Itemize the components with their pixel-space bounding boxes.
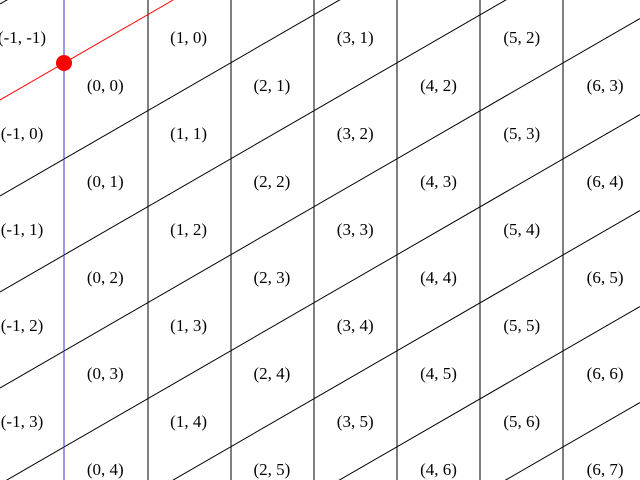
- cell-label: (1, 2): [170, 220, 207, 239]
- diagonal-line: [0, 0, 507, 293]
- diagonal-line: [0, 0, 341, 197]
- cell-label: (1, 1): [170, 124, 207, 143]
- cell-labels: (-1, -1) (-1, 0) (-1, 1) (-1, 2) (-1, 3) (0, …: [0, 28, 624, 479]
- cell-label: (-1, 1): [1, 220, 43, 239]
- cell-label: (6, 7): [587, 460, 624, 479]
- cell-label: (5, 5): [503, 316, 540, 335]
- cell-label: (6, 5): [587, 268, 624, 287]
- diagonal-line: [5, 114, 640, 480]
- cell-label: (-1, 0): [1, 124, 43, 143]
- cell-label: (6, 3): [587, 76, 624, 95]
- cell-label: (3, 5): [337, 412, 374, 431]
- diagonal-line: [0, 18, 640, 389]
- cell-label: (5, 6): [503, 412, 540, 431]
- cell-label: (6, 6): [587, 364, 624, 383]
- cell-label: (5, 4): [503, 220, 540, 239]
- cell-label: (0, 0): [87, 76, 124, 95]
- cell-label: (0, 1): [87, 172, 124, 191]
- cell-label: (3, 4): [337, 316, 374, 335]
- cell-label: (3, 1): [337, 28, 374, 47]
- cell-label: (5, 3): [503, 124, 540, 143]
- cell-label: (4, 3): [420, 172, 457, 191]
- cell-label: (2, 3): [253, 268, 290, 287]
- cell-label: (2, 2): [253, 172, 290, 191]
- cell-label: (0, 3): [87, 364, 124, 383]
- cell-label: (1, 4): [170, 412, 207, 431]
- cell-label: (5, 2): [503, 28, 540, 47]
- cell-label: (3, 3): [337, 220, 374, 239]
- diagonal-line: [172, 210, 640, 480]
- diagonal-line: [338, 306, 640, 480]
- cell-label: (2, 1): [253, 76, 290, 95]
- cell-label: (4, 2): [420, 76, 457, 95]
- cell-label: (-1, 2): [1, 316, 43, 335]
- cell-label: (0, 4): [87, 460, 124, 479]
- cell-label: (6, 4): [587, 172, 624, 191]
- diagonal-line: [504, 402, 640, 480]
- cell-label: (4, 5): [420, 364, 457, 383]
- cell-label: (2, 4): [253, 364, 290, 383]
- diagonal-line: [0, 0, 8, 5]
- cell-label: (2, 5): [253, 460, 290, 479]
- cell-label: (3, 2): [337, 124, 374, 143]
- cell-label: (-1, 3): [1, 412, 43, 431]
- cell-label: (1, 3): [170, 316, 207, 335]
- cell-label: (-1, -1): [0, 28, 46, 47]
- cell-label: (0, 2): [87, 268, 124, 287]
- axis-line: [0, 0, 174, 101]
- cell-label: (4, 4): [420, 268, 457, 287]
- cell-label: (4, 6): [420, 460, 457, 479]
- cell-label: (1, 0): [170, 28, 207, 47]
- origin-point: [56, 55, 72, 71]
